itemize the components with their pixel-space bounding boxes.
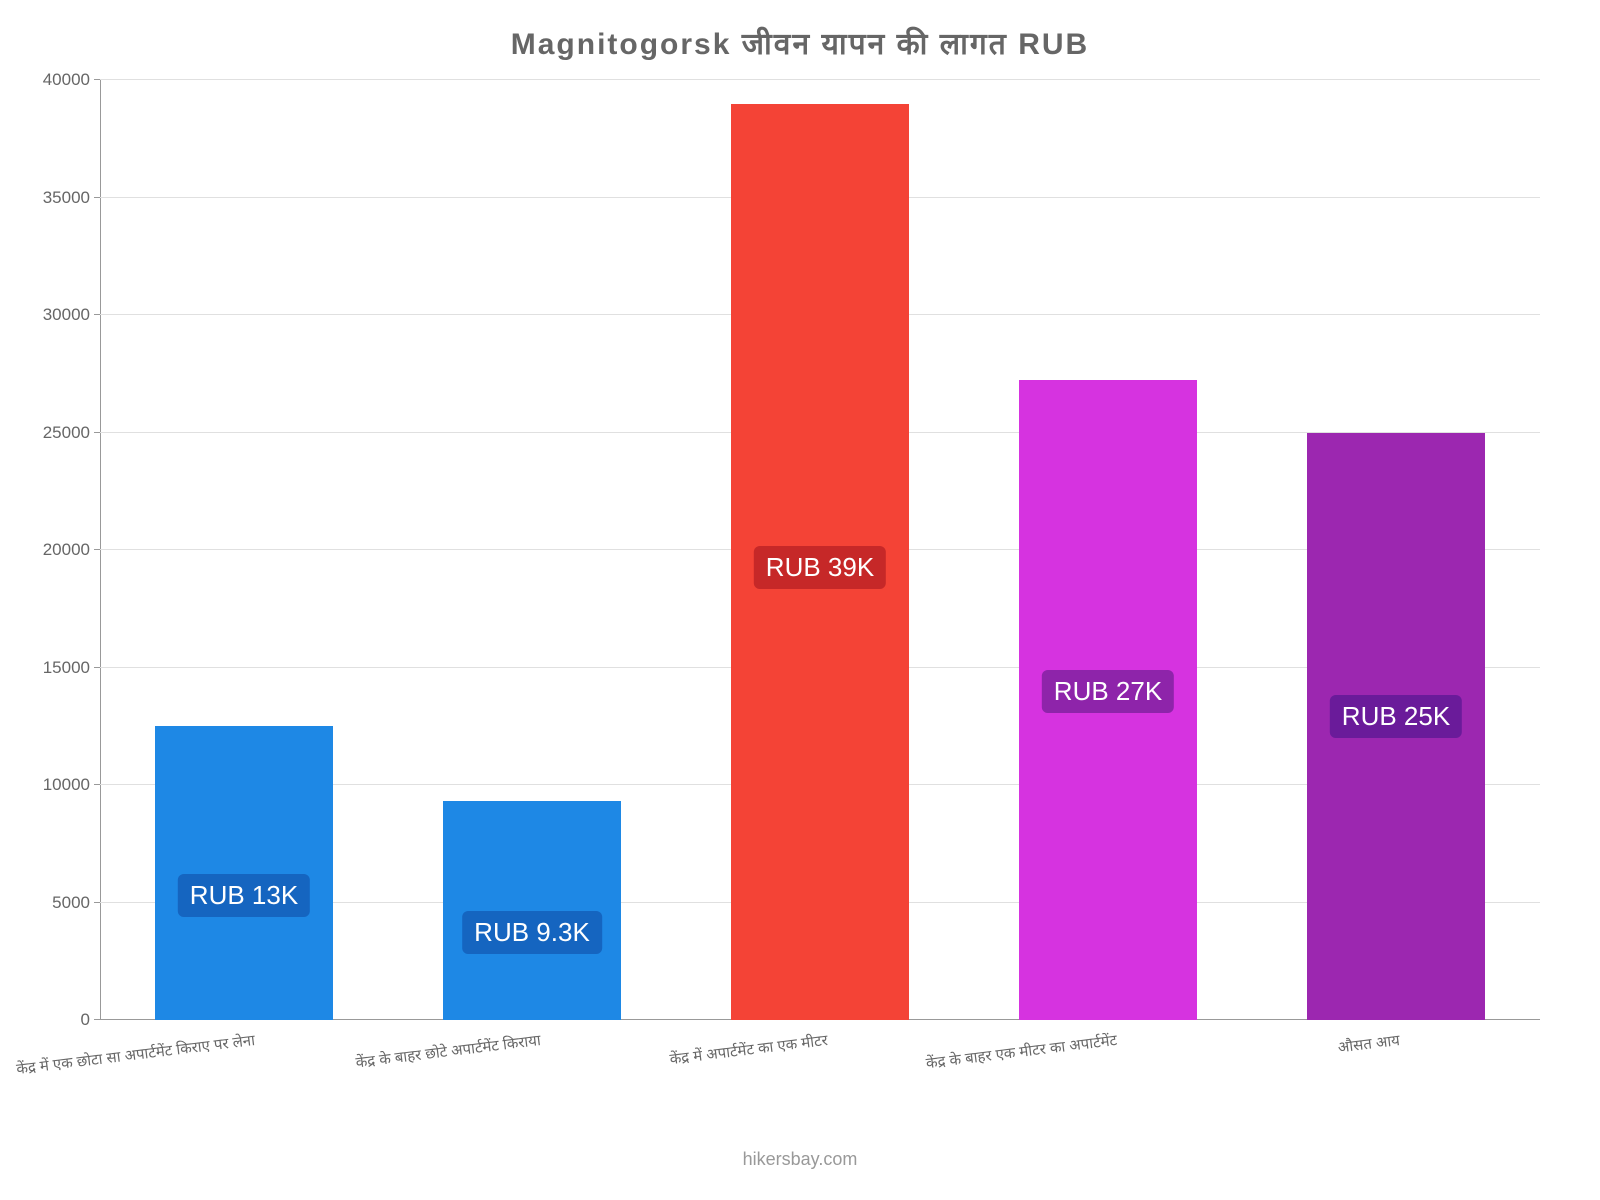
y-tick-label: 5000	[52, 893, 100, 913]
plot-area: 0500010000150002000025000300003500040000…	[100, 80, 1540, 1020]
cost-of-living-bar-chart: Magnitogorsk जीवन यापन की लागत RUB 05000…	[0, 0, 1600, 1200]
x-tick-label: केंद्र में एक छोटा सा अपार्टमेंट किराए प…	[15, 1030, 256, 1079]
y-tick-label: 25000	[43, 423, 100, 443]
bar-value-badge: RUB 13K	[178, 874, 310, 917]
gridline	[100, 79, 1540, 80]
y-tick-label: 30000	[43, 305, 100, 325]
bar: RUB 9.3K	[443, 801, 622, 1020]
y-tick-label: 20000	[43, 540, 100, 560]
bar: RUB 27K	[1019, 380, 1198, 1020]
bar-value-badge: RUB 9.3K	[462, 911, 602, 954]
x-tick-label: केंद्र के बाहर एक मीटर का अपार्टमेंट	[925, 1030, 1118, 1073]
bar: RUB 25K	[1307, 433, 1486, 1021]
bar: RUB 13K	[155, 726, 334, 1020]
y-tick-label: 15000	[43, 658, 100, 678]
chart-footer-attribution: hikersbay.com	[0, 1149, 1600, 1170]
bar: RUB 39K	[731, 104, 910, 1021]
x-tick-label: औसत आय	[1337, 1030, 1401, 1057]
x-tick-label: केंद्र के बाहर छोटे अपार्टमेंट किराया	[355, 1030, 542, 1073]
y-tick-label: 40000	[43, 70, 100, 90]
x-tick-label: केंद्र में अपार्टमेंट का एक मीटर	[669, 1030, 829, 1069]
y-tick-label: 35000	[43, 188, 100, 208]
y-tick-label: 10000	[43, 775, 100, 795]
y-tick-label: 0	[81, 1010, 100, 1030]
bar-value-badge: RUB 27K	[1042, 670, 1174, 713]
chart-title: Magnitogorsk जीवन यापन की लागत RUB	[0, 22, 1600, 63]
y-axis-line	[100, 80, 101, 1020]
bar-value-badge: RUB 39K	[754, 546, 886, 589]
bar-value-badge: RUB 25K	[1330, 695, 1462, 738]
